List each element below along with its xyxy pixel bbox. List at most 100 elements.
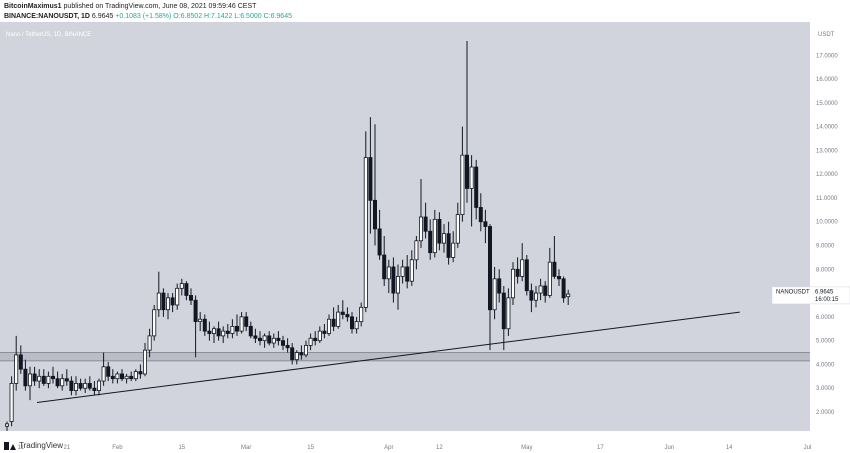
candle-up bbox=[74, 383, 79, 391]
candle-down bbox=[170, 297, 175, 306]
candle-up bbox=[142, 349, 147, 375]
tradingview-logo[interactable]: TradingView bbox=[4, 441, 63, 450]
candle-down bbox=[285, 344, 290, 349]
candle-down bbox=[529, 290, 534, 301]
publisher-name[interactable]: BitcoinMaximus1 bbox=[4, 3, 62, 10]
candle-down bbox=[41, 375, 46, 384]
candle-down bbox=[106, 366, 111, 377]
candlestick-chart[interactable]: Nano / TetherUS, 1D, BINANCE USDT 2.0000… bbox=[0, 22, 850, 453]
candle-up bbox=[133, 371, 138, 380]
tradingview-logo-icon bbox=[4, 441, 16, 450]
candle-up bbox=[9, 383, 14, 422]
candle-down bbox=[248, 325, 253, 337]
candle-down bbox=[552, 261, 557, 277]
candle-down bbox=[55, 378, 60, 387]
candles bbox=[5, 41, 571, 431]
price-tick-label: 4.0000 bbox=[816, 362, 835, 368]
candle-up bbox=[147, 335, 152, 351]
candle-down bbox=[497, 278, 502, 294]
price-label-box bbox=[771, 286, 850, 305]
candle-up bbox=[271, 337, 276, 344]
candle-down bbox=[207, 330, 212, 334]
candle-up bbox=[27, 373, 32, 387]
candle-up bbox=[262, 335, 267, 342]
axis-unit-label: USDT bbox=[818, 32, 835, 38]
candle-down bbox=[23, 368, 28, 387]
time-tick-label: 21 bbox=[63, 445, 70, 451]
candle-up bbox=[432, 218, 437, 254]
time-tick-label: 11 bbox=[18, 445, 25, 451]
price-tick-label: 2.0000 bbox=[816, 410, 835, 416]
candle-up bbox=[469, 166, 474, 189]
candle-up bbox=[538, 285, 543, 294]
candle-up bbox=[115, 373, 120, 380]
candle-down bbox=[216, 328, 221, 337]
candle-up bbox=[124, 375, 129, 380]
plot-area[interactable] bbox=[0, 22, 810, 431]
candle-up bbox=[547, 261, 552, 296]
ohlc-values: O:6.8502 H:7.1422 L:6.5000 C:6.9645 bbox=[173, 13, 292, 20]
candle-down bbox=[92, 387, 97, 391]
candle-down bbox=[69, 380, 74, 391]
candle-up bbox=[492, 278, 497, 311]
candle-up bbox=[303, 344, 308, 356]
candle-down bbox=[561, 278, 566, 299]
candle-down bbox=[377, 228, 382, 256]
last-price-label: NANOUSDT 6.9645 16:00:15 bbox=[771, 286, 850, 305]
time-axis-ticks: 11 21 Feb 15 Mar 15 Apr 12 May 17 Jun 14 Jul bbox=[18, 445, 812, 451]
candle-down bbox=[464, 154, 469, 189]
candle-up bbox=[83, 383, 88, 389]
candle-down bbox=[87, 383, 92, 389]
candle-down bbox=[313, 337, 318, 342]
chart-container[interactable]: Nano / TetherUS, 1D, BINANCE USDT 2.0000… bbox=[0, 22, 850, 453]
symbol-info: BINANCE:NANOUSDT, 1D 6.9645 +0.1083 (+1.… bbox=[4, 13, 292, 20]
candle-up bbox=[14, 354, 19, 384]
candle-up bbox=[386, 266, 391, 280]
candle-up bbox=[354, 321, 359, 330]
candle-up bbox=[395, 276, 400, 294]
trendline-layer[interactable] bbox=[36, 311, 740, 403]
candle-down bbox=[64, 378, 69, 382]
candle-down bbox=[18, 354, 23, 370]
candle-down bbox=[32, 373, 37, 382]
candle-down bbox=[290, 347, 295, 361]
price-axis[interactable] bbox=[810, 22, 850, 453]
candle-up bbox=[418, 216, 423, 242]
candle-down bbox=[349, 316, 354, 330]
candle-up bbox=[359, 306, 364, 323]
candle-down bbox=[382, 254, 387, 280]
candle-up bbox=[46, 375, 51, 384]
trendline[interactable] bbox=[36, 311, 740, 403]
candle-down bbox=[322, 330, 327, 334]
candle-up bbox=[179, 283, 184, 289]
candle-down bbox=[225, 330, 230, 334]
price-tick-label: 15.0000 bbox=[816, 101, 838, 107]
candle-up bbox=[165, 297, 170, 311]
candle-up bbox=[97, 380, 102, 391]
candle-up bbox=[198, 318, 203, 323]
candle-down bbox=[161, 292, 166, 311]
candle-up bbox=[566, 293, 571, 298]
candle-up bbox=[534, 292, 539, 301]
last-price: 6.9645 bbox=[91, 13, 114, 20]
support-zone-layer bbox=[0, 352, 810, 362]
price-change: 6.9645 +0.1083 (+1.58%) O:6.8502 H:7.142… bbox=[92, 13, 292, 20]
candle-down bbox=[372, 199, 377, 230]
candle-down bbox=[483, 221, 488, 227]
time-axis[interactable] bbox=[0, 431, 810, 453]
candle-down bbox=[446, 233, 451, 258]
candle-up bbox=[414, 240, 419, 261]
candle-down bbox=[184, 283, 189, 296]
candle-down bbox=[51, 375, 56, 380]
candle-down bbox=[557, 276, 562, 280]
candle-up bbox=[230, 325, 235, 334]
time-tick-label: Jun bbox=[665, 445, 675, 451]
time-tick-label: May bbox=[521, 445, 532, 451]
candle-up bbox=[409, 259, 414, 282]
change-value: +0.1083 (+1.58%) bbox=[115, 13, 172, 20]
candle-down bbox=[244, 316, 249, 327]
price-tick-label: 16.0000 bbox=[816, 77, 838, 83]
candle-down bbox=[299, 352, 304, 356]
candle-down bbox=[391, 266, 396, 294]
candle-down bbox=[120, 373, 125, 380]
